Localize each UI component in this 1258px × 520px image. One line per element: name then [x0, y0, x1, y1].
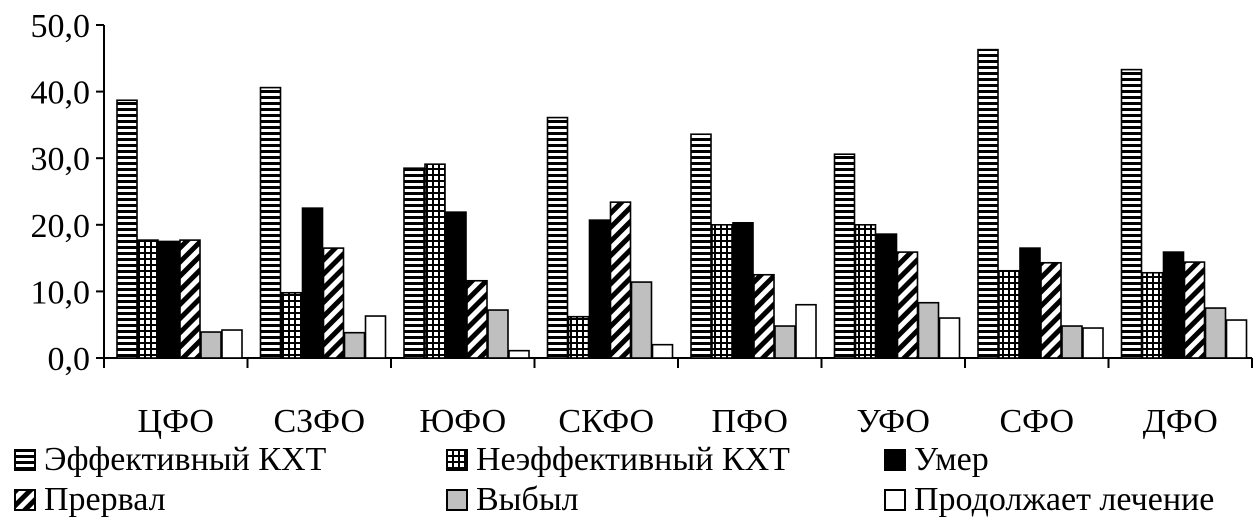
- legend-label: Неэффективный КХТ: [476, 441, 790, 478]
- y-tick-label: 50,0: [31, 8, 91, 45]
- bar: [343, 331, 366, 359]
- bar: [854, 224, 877, 359]
- bar: [1225, 319, 1248, 359]
- y-tick-label: 40,0: [31, 75, 91, 112]
- bar: [732, 222, 754, 359]
- legend-label: Продолжает лечение: [914, 481, 1215, 518]
- y-tick-label: 0,0: [48, 341, 91, 378]
- x-category-label: СФО: [999, 403, 1074, 440]
- legend-label: Эффективный КХТ: [44, 441, 327, 478]
- bar: [938, 317, 961, 359]
- legend-item-effective: Эффективный КХТ: [14, 440, 326, 480]
- x-category-label: ПФО: [712, 403, 788, 440]
- legend-swatch-gray: [446, 489, 468, 511]
- bar-chart: 0,0 10,0 20,0 30,0 40,0 50,0 ЦФО СЗФО ЮФО СКФО ПФ…: [31, 8, 1253, 440]
- y-tick-label: 10,0: [31, 274, 91, 311]
- bar: [259, 86, 282, 359]
- bar: [711, 224, 733, 359]
- bar: [774, 325, 796, 359]
- bar: [158, 240, 180, 359]
- legend-label: Умер: [914, 441, 989, 478]
- legend-item-died: Умер: [884, 440, 989, 480]
- bar: [630, 281, 653, 359]
- x-category-label: УФО: [857, 403, 930, 440]
- legend-item-continues: Продолжает лечение: [884, 480, 1214, 520]
- bar: [833, 153, 856, 359]
- x-category-label: ДФО: [1143, 403, 1218, 440]
- bar: [567, 315, 590, 359]
- bar: [1061, 325, 1083, 359]
- legend-swatch-black: [884, 449, 906, 471]
- bar: [651, 343, 674, 359]
- bar: [137, 239, 159, 359]
- bar: [179, 239, 201, 359]
- bar: [998, 269, 1020, 359]
- bar: [221, 329, 243, 359]
- legend-swatch-diagonal: [14, 489, 36, 511]
- bar: [896, 251, 919, 359]
- bar: [322, 247, 345, 359]
- legend-swatch-hlines: [14, 449, 36, 471]
- bar: [1162, 251, 1185, 359]
- bar: [403, 167, 425, 359]
- x-category-labels: ЦФО СЗФО ЮФО СКФО ПФО УФО СФО ДФО: [138, 403, 1218, 440]
- bar: [487, 309, 509, 359]
- bar: [977, 48, 999, 359]
- bar: [588, 219, 611, 359]
- bar: [1183, 261, 1206, 359]
- bar: [466, 279, 488, 359]
- bar: [1120, 68, 1143, 359]
- bar: [1082, 327, 1104, 359]
- x-category-label: ЦФО: [138, 403, 214, 440]
- bar: [116, 99, 138, 359]
- bar: [1204, 307, 1227, 359]
- bar: [424, 163, 446, 359]
- bar: [917, 301, 940, 359]
- bar: [200, 331, 222, 359]
- x-category-label: СКФО: [558, 403, 654, 440]
- bar: [301, 207, 324, 359]
- legend: Эффективный КХТ Неэффективный КХТ Умер П…: [0, 440, 1258, 520]
- bar: [690, 133, 712, 359]
- bar: [609, 201, 632, 359]
- x-category-label: ЮФО: [419, 403, 506, 440]
- bar: [546, 116, 569, 359]
- y-tick-labels: 0,0 10,0 20,0 30,0 40,0 50,0: [31, 8, 91, 378]
- bar: [364, 315, 387, 359]
- y-tick-label: 20,0: [31, 208, 91, 245]
- bar: [795, 303, 817, 359]
- legend-item-ineffective: Неэффективный КХТ: [446, 440, 790, 480]
- legend-item-interrupted: Прервал: [14, 480, 166, 520]
- chart-bars: [116, 48, 1248, 359]
- legend-label: Выбыл: [476, 481, 579, 518]
- bar: [1040, 261, 1062, 359]
- bar: [1019, 247, 1041, 359]
- bar: [508, 349, 530, 359]
- legend-label: Прервал: [44, 481, 166, 518]
- legend-swatch-white: [884, 489, 906, 511]
- bar: [753, 273, 775, 359]
- legend-item-dropped: Выбыл: [446, 480, 579, 520]
- bar: [875, 233, 898, 359]
- y-tick-label: 30,0: [31, 141, 91, 178]
- legend-swatch-grid: [446, 449, 468, 471]
- x-category-label: СЗФО: [273, 403, 365, 440]
- bar: [1141, 271, 1164, 359]
- bar: [445, 211, 467, 359]
- bar: [280, 291, 303, 359]
